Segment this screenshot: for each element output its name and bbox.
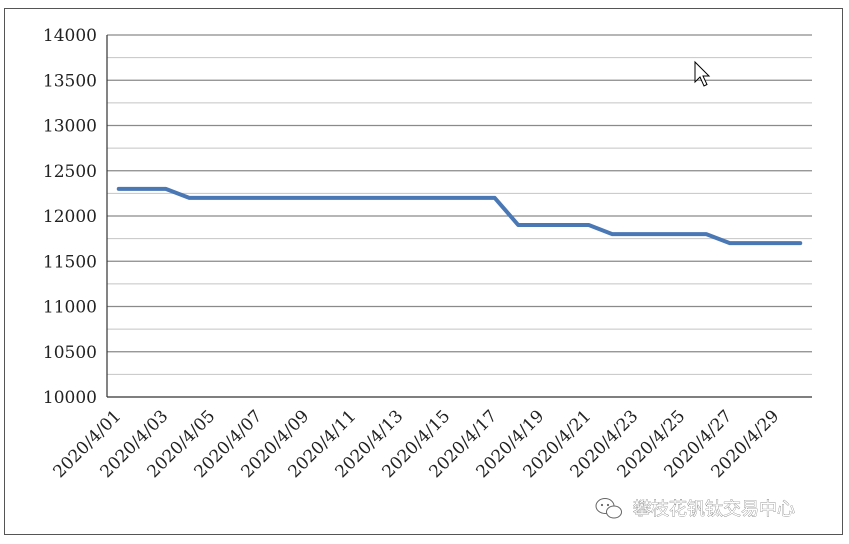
x-axis-ticks: 2020/4/012020/4/032020/4/052020/4/072020… — [50, 406, 784, 482]
y-tick-label: 13000 — [43, 117, 97, 137]
y-tick-label: 11500 — [43, 252, 97, 272]
line-chart: 10000 10500 11000 11500 12000 12500 13000 13500… — [43, 26, 812, 520]
y-axis-ticks: 10000 10500 11000 11500 12000 12500 13000 13500… — [43, 26, 97, 408]
watermark-text: 攀枝花钒钛交易中心 — [633, 499, 795, 520]
y-tick-label: 12500 — [43, 162, 97, 182]
y-tick-label: 11000 — [43, 298, 97, 318]
y-tick-label: 14000 — [43, 26, 97, 46]
y-tick-label: 13500 — [43, 71, 97, 91]
y-tick-label: 10000 — [43, 388, 97, 408]
series-line — [116, 186, 803, 246]
chart-frame: 10000 10500 11000 11500 12000 12500 13000 13500… — [4, 8, 843, 535]
wechat-icon — [595, 498, 622, 519]
gridlines — [107, 34, 812, 375]
mouse-pointer-icon — [694, 60, 711, 87]
y-tick-label: 12000 — [43, 207, 97, 227]
series-layer — [116, 186, 803, 246]
y-tick-label: 10500 — [43, 343, 97, 363]
watermark: 攀枝花钒钛交易中心 — [595, 498, 795, 520]
axes — [106, 35, 812, 398]
